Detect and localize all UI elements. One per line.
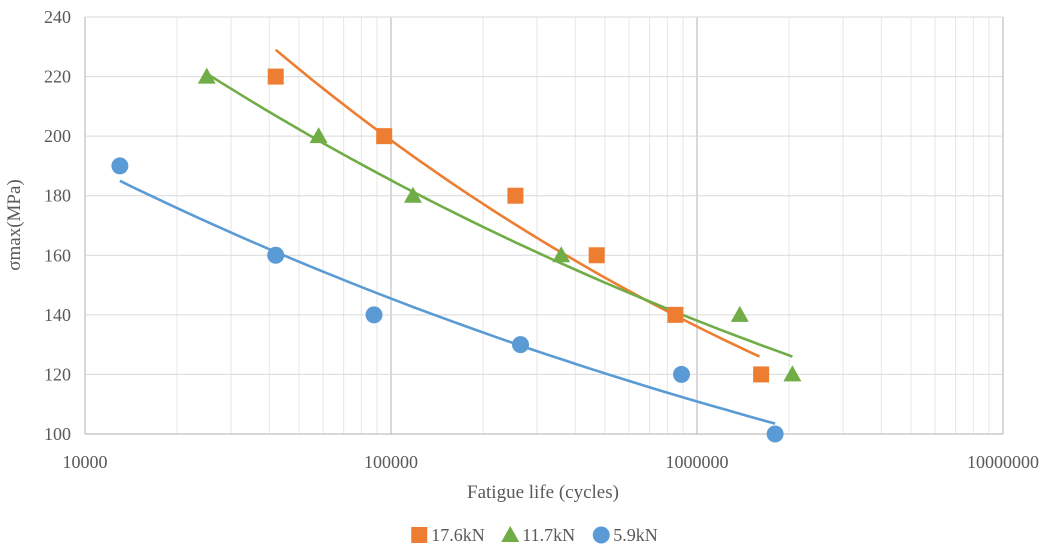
point-17.6kN xyxy=(753,366,770,383)
point-5.9kN xyxy=(111,157,129,175)
trendlines xyxy=(119,48,793,425)
point-11.7kN xyxy=(730,305,749,322)
y-tick-label: 160 xyxy=(44,245,71,265)
legend-label: 5.9kN xyxy=(613,525,658,545)
legend-item: 5.9kN xyxy=(592,525,658,545)
y-tick-label: 140 xyxy=(44,305,71,325)
point-11.7kN xyxy=(197,67,216,84)
point-5.9kN xyxy=(512,336,530,354)
trendline-5.9kN xyxy=(119,179,776,425)
tick-labels: 100 120 140 160 180 200 220 240 10000 100000 10000… xyxy=(44,7,1039,472)
legend-label: 11.7kN xyxy=(522,525,575,545)
point-5.9kN xyxy=(673,365,691,383)
point-5.9kN xyxy=(766,425,784,443)
data-points xyxy=(111,67,802,443)
y-tick-label: 220 xyxy=(44,67,71,87)
legend-item: 11.7kN xyxy=(501,525,575,545)
point-11.7kN xyxy=(403,186,422,203)
legend-item: 17.6kN xyxy=(411,525,485,545)
legend-marker-17.6kN xyxy=(411,527,428,543)
legend-marker-11.7kN xyxy=(501,526,520,542)
x-tick-label: 100000 xyxy=(364,452,418,472)
y-tick-label: 100 xyxy=(44,424,71,444)
y-tick-label: 120 xyxy=(44,364,71,384)
x-axis-title: Fatigue life (cycles) xyxy=(467,482,619,503)
y-tick-label: 180 xyxy=(44,186,71,206)
legend-label: 17.6kN xyxy=(431,525,485,545)
y-tick-label: 200 xyxy=(44,126,71,146)
x-tick-label: 1000000 xyxy=(666,452,729,472)
x-tick-label: 10000000 xyxy=(967,452,1039,472)
trendline-11.7kN xyxy=(206,72,793,358)
point-5.9kN xyxy=(365,306,383,324)
point-11.7kN xyxy=(783,365,802,382)
y-axis-title: σmax(MPa) xyxy=(4,179,25,271)
x-tick-label: 10000 xyxy=(63,452,108,472)
point-5.9kN xyxy=(267,246,285,264)
point-11.7kN xyxy=(309,127,328,144)
legend-marker-5.9kN xyxy=(592,526,610,544)
point-17.6kN xyxy=(507,187,524,204)
y-tick-label: 240 xyxy=(44,7,71,27)
grid xyxy=(84,16,1004,435)
point-17.6kN xyxy=(588,247,605,264)
point-17.6kN xyxy=(667,306,684,323)
point-17.6kN xyxy=(376,128,393,145)
point-17.6kN xyxy=(267,68,284,85)
point-11.7kN xyxy=(552,246,571,263)
legend: 17.6kN 11.7kN 5.9kN xyxy=(411,525,658,545)
